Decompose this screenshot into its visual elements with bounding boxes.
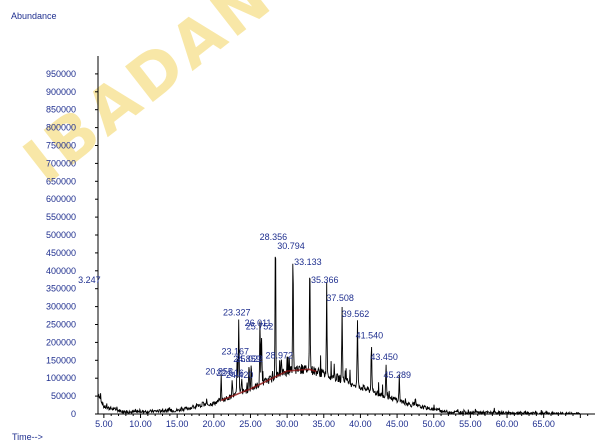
y-tick-label: 800000 — [46, 123, 76, 133]
peak-label: 28.972 — [265, 350, 293, 360]
y-tick-label: 600000 — [46, 194, 76, 204]
peak-label: 23.167 — [222, 347, 250, 357]
peak-label: 45.289 — [384, 370, 412, 380]
y-tick-label: 900000 — [46, 87, 76, 97]
peak-label: 20.855 — [205, 366, 233, 376]
peak-label: 43.450 — [370, 352, 398, 362]
y-tick-label: 850000 — [46, 105, 76, 115]
y-axis-title: Abundance — [11, 11, 57, 21]
x-tick-label: 60.00 — [496, 419, 519, 429]
peak-label: 39.562 — [342, 309, 370, 319]
x-tick-label: 65.00 — [532, 419, 555, 429]
x-tick-label: 50.00 — [422, 419, 445, 429]
peak-label: 25.752 — [246, 322, 274, 332]
x-tick-label: 15.00 — [166, 419, 189, 429]
tic-trace — [97, 256, 580, 416]
y-tick-label: 550000 — [46, 212, 76, 222]
x-tick-label: 35.00 — [313, 419, 336, 429]
y-tick-label: 400000 — [46, 266, 76, 276]
y-tick-label: 750000 — [46, 141, 76, 151]
y-tick-label: 700000 — [46, 158, 76, 168]
integration-baseline — [220, 368, 317, 402]
peak-label: 37.508 — [326, 293, 354, 303]
y-tick-label: 350000 — [46, 284, 76, 294]
x-tick-label: 40.00 — [349, 419, 372, 429]
x-tick-label: 20.00 — [203, 419, 226, 429]
y-tick-label: 100000 — [46, 373, 76, 383]
x-tick-label: 30.00 — [276, 419, 299, 429]
y-tick-label: 950000 — [46, 69, 76, 79]
y-tick-label: 50000 — [51, 391, 76, 401]
x-axis-title: Time--> — [12, 432, 43, 442]
y-tick-label: 250000 — [46, 320, 76, 330]
peak-label: 24.420 — [226, 370, 254, 380]
y-tick-label: 450000 — [46, 248, 76, 258]
x-tick-label: 5.00 — [95, 419, 113, 429]
peak-label: 41.540 — [356, 331, 384, 341]
peak-label: 25.022 — [235, 354, 263, 364]
y-tick-label: 150000 — [46, 355, 76, 365]
peak-label: 24.859 — [233, 354, 261, 364]
y-tick-label: 300000 — [46, 302, 76, 312]
y-tick-label: 200000 — [46, 337, 76, 347]
y-tick-label: 500000 — [46, 230, 76, 240]
peak-label: 23.327 — [223, 307, 251, 317]
peak-label: 35.366 — [311, 275, 339, 285]
x-tick-label: 10.00 — [129, 419, 152, 429]
peak-label: 3.247 — [78, 275, 101, 285]
y-tick-label: 650000 — [46, 176, 76, 186]
x-tick-label: 55.00 — [459, 419, 482, 429]
peak-label: 22.516 — [216, 368, 244, 378]
peak-label: 28.356 — [260, 232, 288, 242]
x-tick-label: 25.00 — [239, 419, 262, 429]
y-tick-label: 0 — [71, 409, 76, 419]
peak-label: 33.133 — [294, 257, 322, 267]
peak-label: 26.011 — [245, 318, 272, 328]
x-tick-label: 45.00 — [386, 419, 409, 429]
peak-label: 30.794 — [277, 241, 305, 251]
